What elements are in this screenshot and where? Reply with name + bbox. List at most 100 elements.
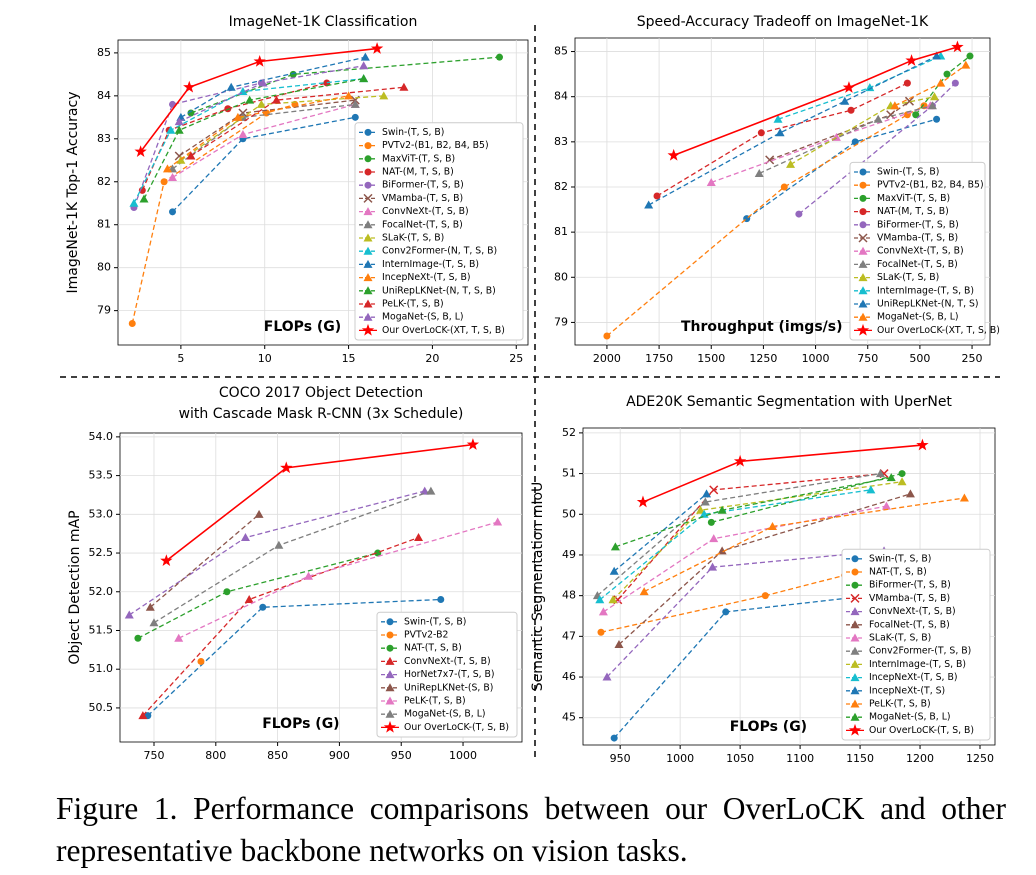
marker — [722, 608, 730, 616]
y-tick-label: 85 — [554, 45, 568, 58]
series-line — [673, 46, 958, 157]
marker — [274, 540, 284, 549]
series-line — [711, 105, 931, 184]
marker — [370, 42, 384, 54]
legend-label: NAT-(T, S, B) — [869, 567, 927, 578]
legend-label: MogaNet-(S, B, L) — [382, 312, 464, 323]
marker — [932, 51, 942, 60]
y-axis-label: Semantic Segmentation mIoU — [530, 482, 546, 692]
y-tick-label: 51.5 — [89, 623, 114, 636]
marker — [702, 489, 712, 498]
marker — [145, 602, 155, 611]
chart-title: ADE20K Semantic Segmentation with UperNe… — [626, 394, 952, 410]
marker — [717, 505, 727, 514]
marker — [873, 114, 883, 123]
marker — [138, 711, 148, 720]
marker — [364, 181, 372, 189]
marker — [363, 220, 373, 229]
marker — [933, 115, 941, 123]
marker — [961, 60, 971, 69]
x-axis-label: FLOPs (G) — [264, 319, 341, 335]
marker — [174, 125, 184, 134]
series-line — [599, 489, 871, 601]
marker — [866, 485, 876, 494]
marker — [842, 81, 856, 93]
x-axis-label: FLOPs (G) — [262, 716, 339, 732]
series-line — [178, 521, 498, 639]
marker — [364, 142, 372, 150]
marker — [186, 151, 196, 160]
marker — [966, 52, 974, 60]
legend-label: VMamba-(T, S, B) — [382, 193, 463, 204]
y-tick-label: 46 — [562, 670, 576, 683]
marker — [761, 592, 769, 600]
y-tick-label: 82 — [97, 175, 111, 188]
legend-label: ConvNeXt-(T, S, B) — [382, 206, 469, 217]
marker — [903, 79, 911, 87]
legend — [841, 548, 991, 741]
legend-label: Conv2Former-(N, T, S, B) — [382, 246, 497, 257]
x-tick-label: 750 — [857, 352, 878, 365]
marker — [653, 192, 661, 200]
marker — [850, 620, 860, 629]
marker — [850, 633, 860, 642]
marker — [850, 659, 860, 668]
legend-label: HorNet7x7-(T, S, B) — [404, 669, 495, 680]
x-tick-label: 800 — [205, 749, 226, 762]
x-tick-label: 5 — [177, 352, 184, 365]
y-tick-label: 52.0 — [89, 585, 114, 598]
marker — [602, 672, 612, 681]
marker — [385, 709, 395, 718]
marker — [865, 83, 875, 92]
marker — [951, 79, 959, 87]
legend-label: MogaNet-(S, B, L) — [877, 312, 959, 323]
marker — [238, 130, 248, 139]
series-line — [190, 86, 404, 157]
legend-label: PeLK-(T, S, B) — [382, 299, 444, 310]
marker — [386, 631, 394, 639]
series-line — [643, 497, 965, 593]
y-tick-label: 82 — [554, 180, 568, 193]
marker — [639, 587, 649, 596]
y-tick-label: 52.5 — [89, 546, 114, 559]
x-tick-label: 750 — [143, 749, 164, 762]
y-tick-label: 50 — [562, 507, 576, 520]
legend-label: ConvNeXt-(T, S, B) — [404, 656, 491, 667]
marker — [399, 82, 409, 91]
marker — [859, 181, 867, 189]
marker — [858, 233, 868, 243]
legend-label: PVTv2-(B1, B2, B4, B5) — [877, 180, 984, 191]
marker — [859, 208, 867, 216]
marker — [363, 246, 373, 255]
marker — [609, 566, 619, 575]
y-tick-label: 80 — [554, 270, 568, 283]
marker — [240, 533, 250, 542]
x-tick-label: 1500 — [697, 352, 725, 365]
marker — [858, 259, 868, 268]
marker — [610, 542, 620, 551]
legend-label: PVTv2-(B1, B2, B4, B5) — [382, 140, 489, 151]
marker — [168, 208, 176, 216]
legend-label: IncepNeXt-(T, S, B) — [382, 272, 470, 283]
legend-label: UniRepLKNet-(S, B) — [404, 682, 493, 693]
y-tick-label: 79 — [97, 304, 111, 317]
marker — [363, 207, 373, 216]
marker — [709, 534, 719, 543]
marker — [363, 273, 373, 282]
marker — [162, 164, 172, 173]
marker — [850, 593, 860, 603]
series-line — [612, 481, 903, 601]
x-tick-label: 10 — [258, 352, 272, 365]
series-line — [656, 82, 908, 197]
marker — [253, 54, 266, 67]
marker — [197, 657, 205, 665]
marker — [881, 501, 891, 510]
y-tick-label: 52 — [562, 426, 576, 439]
y-tick-label: 45 — [562, 711, 576, 724]
marker — [850, 686, 860, 695]
marker — [256, 99, 266, 108]
marker — [858, 273, 868, 282]
x-axis-label: Throughput (imgs/s) — [681, 319, 843, 335]
marker — [233, 112, 243, 121]
x-tick-label: 900 — [329, 749, 350, 762]
